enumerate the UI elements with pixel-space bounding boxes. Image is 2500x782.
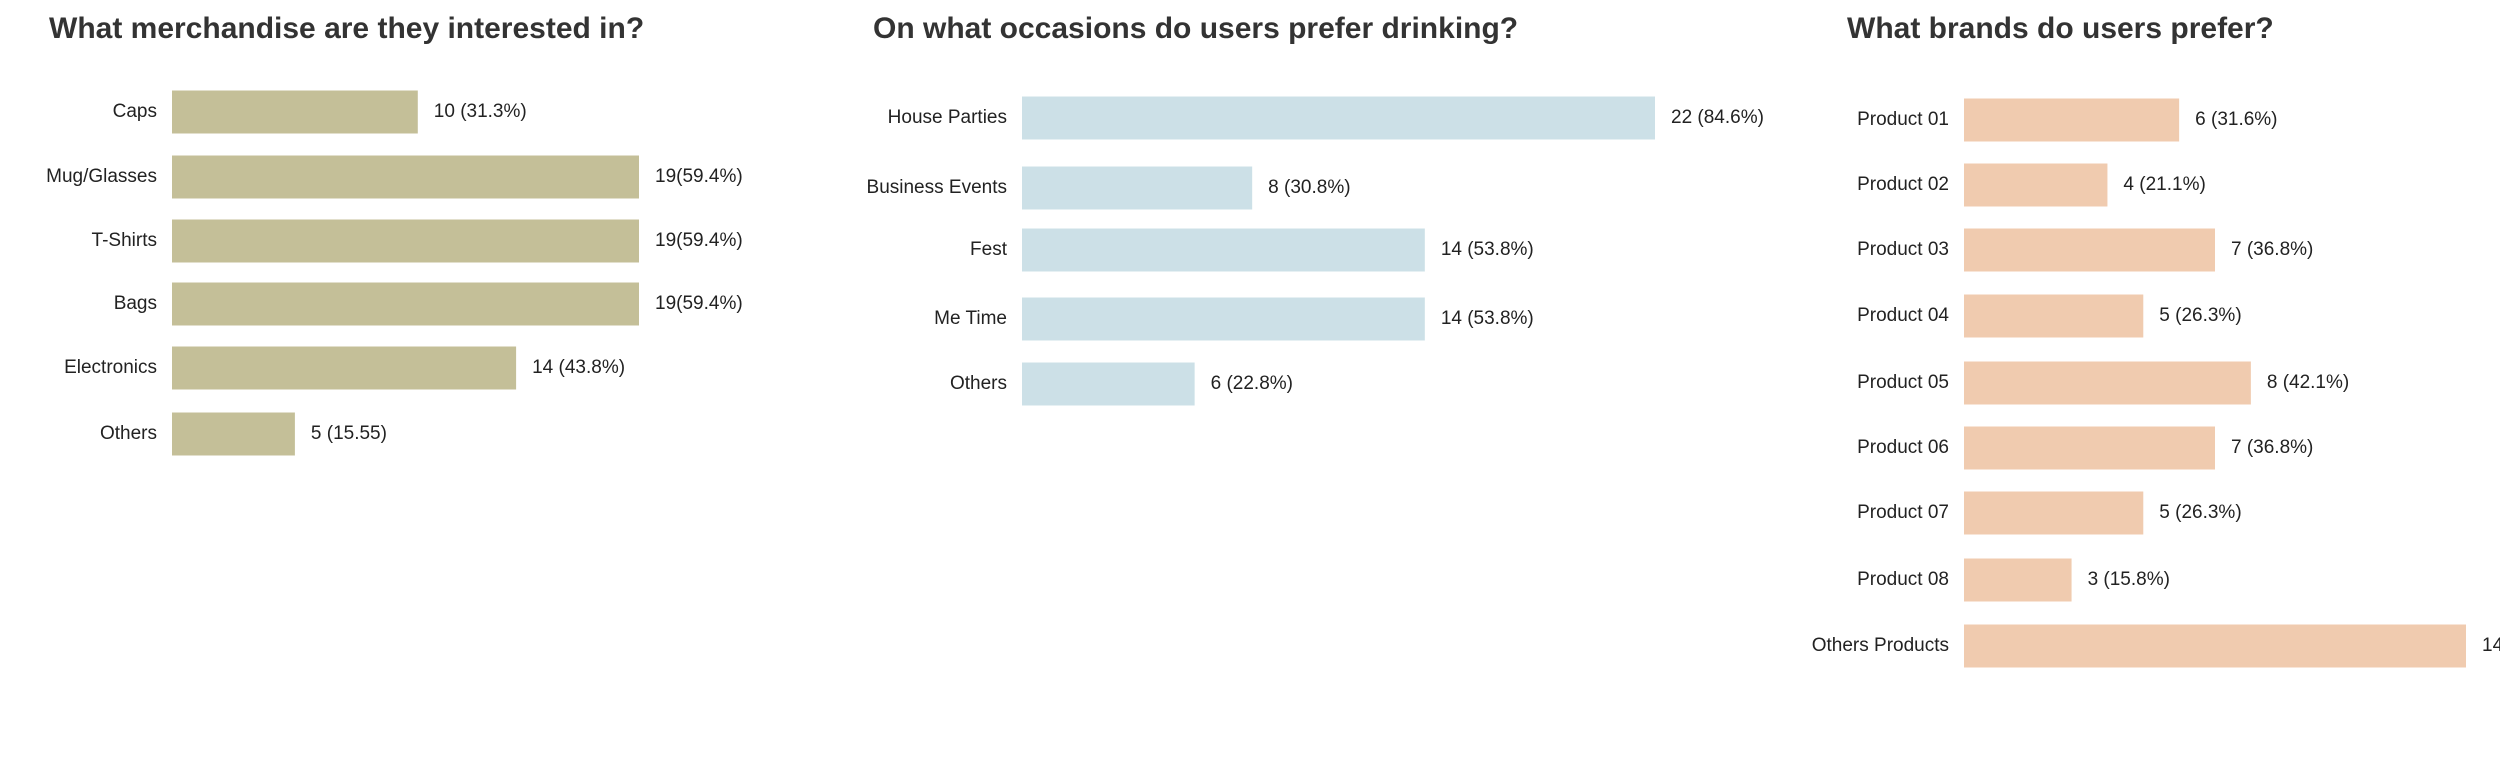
category-label: Product 02 [1857,174,1949,195]
bar [172,282,639,326]
chart-title: What brands do users prefer? [1847,12,2274,45]
category-label: Product 01 [1857,109,1949,130]
bar [172,90,418,134]
value-label: 5 (26.3%) [2159,502,2241,523]
chart-title: On what occasions do users prefer drinki… [873,12,1518,45]
bar [1022,362,1195,406]
value-label: 19(59.4%) [655,230,743,251]
bar [1964,163,2108,207]
category-label: Others Products [1812,635,1949,656]
bar [1964,491,2144,535]
value-label: 8 (42.1%) [2267,372,2349,393]
value-label: 14 (53.8%) [1441,239,1534,260]
category-label: Business Events [867,177,1007,198]
bar [1964,294,2144,338]
bar [1964,98,2180,142]
category-label: Electronics [64,357,157,378]
value-label: 8 (30.8%) [1268,177,1350,198]
category-label: Fest [970,239,1008,260]
value-label: 7 (36.8%) [2231,239,2313,260]
category-label: Product 06 [1857,437,1949,458]
bar [1022,96,1655,140]
bar [1964,361,2251,405]
bar [172,219,639,263]
bar [172,155,639,199]
bar [1964,624,2466,668]
bar [1022,228,1425,272]
bar [1964,558,2072,602]
chart-title: What merchandise are they interested in? [49,12,644,45]
category-label: Others [100,423,157,444]
value-label: 3 (15.8%) [2088,569,2170,590]
value-label: 14 (53.8%) [1441,308,1534,329]
category-label: Others [950,373,1007,394]
category-label: Product 05 [1857,372,1949,393]
category-label: House Parties [888,107,1007,128]
category-label: Product 03 [1857,239,1949,260]
category-label: Mug/Glasses [46,166,157,187]
value-label: 14 [2482,635,2500,656]
value-label: 7 (36.8%) [2231,437,2313,458]
value-label: 10 (31.3%) [434,101,527,122]
value-label: 5 (26.3%) [2159,305,2241,326]
bar [172,346,517,390]
category-label: T-Shirts [92,230,157,251]
value-label: 5 (15.55) [311,423,387,444]
category-label: Product 07 [1857,502,1949,523]
category-label: Caps [113,101,157,122]
bar [1022,166,1253,210]
bar [1964,228,2215,272]
bar [1022,297,1425,341]
category-label: Bags [114,293,157,314]
value-label: 19(59.4%) [655,293,743,314]
value-label: 22 (84.6%) [1671,107,1764,128]
value-label: 6 (31.6%) [2195,109,2277,130]
value-label: 6 (22.8%) [1211,373,1293,394]
value-label: 4 (21.1%) [2123,174,2205,195]
category-label: Product 04 [1857,305,1949,326]
value-label: 14 (43.8%) [532,357,625,378]
bar [172,412,295,456]
category-label: Product 08 [1857,569,1949,590]
value-label: 19(59.4%) [655,166,743,187]
bar [1964,426,2215,470]
category-label: Me Time [934,308,1007,329]
